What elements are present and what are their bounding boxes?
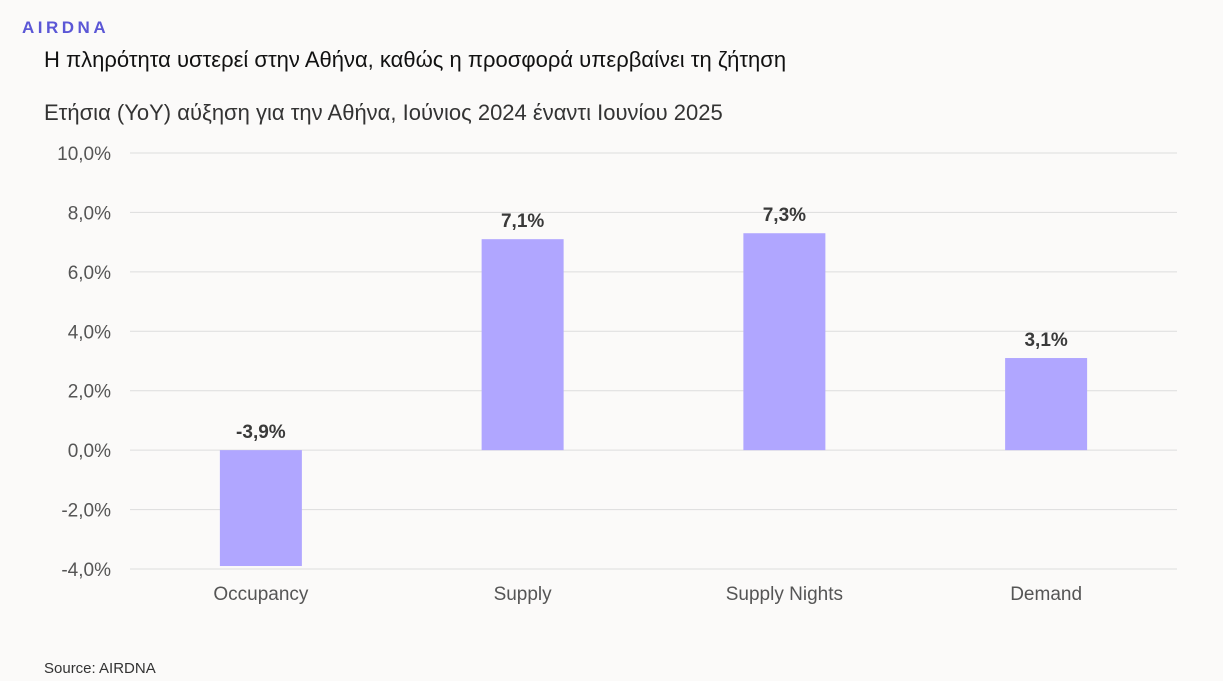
y-tick-label: 4,0% [68, 322, 111, 343]
y-tick-label: 10,0% [57, 144, 111, 165]
bar-supply [481, 239, 564, 451]
data-labels: -3,9% 7,1% 7,3% 3,1% [236, 205, 1068, 443]
y-tick-label: 6,0% [68, 263, 111, 284]
bar-supply-nights [743, 233, 826, 451]
x-category-label: Occupancy [213, 584, 309, 605]
y-tick-label: -2,0% [61, 501, 111, 522]
x-category-label: Supply [494, 584, 553, 605]
airdna-logo: AIRDNA [22, 18, 110, 37]
y-tick-label: 8,0% [68, 203, 111, 224]
chart-title: Η πληρότητα υστερεί στην Αθήνα, καθώς η … [44, 47, 787, 72]
source-note: Source: AIRDNA [44, 660, 156, 677]
y-tick-label: -4,0% [61, 560, 111, 581]
x-category-label: Demand [1010, 584, 1082, 605]
data-label: 3,1% [1024, 330, 1067, 351]
y-tick-label: 0,0% [68, 441, 111, 462]
y-axis-ticks: -4,0% -2,0% 0,0% 2,0% 4,0% 6,0% 8,0% 10,0% [57, 144, 111, 581]
bars [219, 233, 1088, 567]
data-label: 7,3% [763, 205, 806, 226]
gridlines [130, 152, 1177, 570]
data-label: -3,9% [236, 422, 286, 443]
x-category-label: Supply Nights [726, 584, 843, 605]
chart-subtitle: Ετήσια (YoY) αύξηση για την Αθήνα, Ιούνι… [44, 100, 723, 125]
data-label: 7,1% [501, 211, 544, 232]
bar-demand [1005, 358, 1088, 451]
bar-occupancy [219, 450, 302, 567]
x-axis-categories: Occupancy Supply Supply Nights Demand [213, 584, 1082, 605]
y-tick-label: 2,0% [68, 382, 111, 403]
